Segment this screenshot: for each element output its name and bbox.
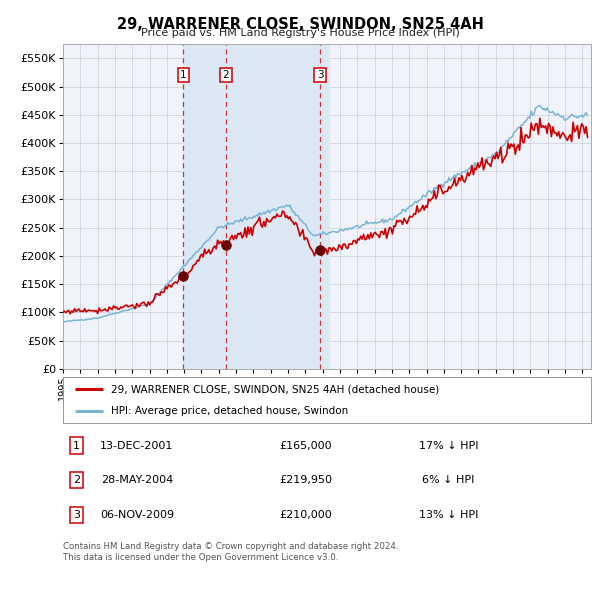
Text: Price paid vs. HM Land Registry's House Price Index (HPI): Price paid vs. HM Land Registry's House … xyxy=(140,28,460,38)
Bar xyxy=(184,44,329,369)
Text: 6% ↓ HPI: 6% ↓ HPI xyxy=(422,476,475,485)
Text: This data is licensed under the Open Government Licence v3.0.: This data is licensed under the Open Gov… xyxy=(63,553,338,562)
Text: Contains HM Land Registry data © Crown copyright and database right 2024.: Contains HM Land Registry data © Crown c… xyxy=(63,542,398,550)
Text: 06-NOV-2009: 06-NOV-2009 xyxy=(100,510,174,520)
Text: 2: 2 xyxy=(223,70,229,80)
Text: £219,950: £219,950 xyxy=(280,476,332,485)
Text: 17% ↓ HPI: 17% ↓ HPI xyxy=(419,441,478,451)
Text: 3: 3 xyxy=(317,70,323,80)
Text: 28-MAY-2004: 28-MAY-2004 xyxy=(101,476,173,485)
Text: 1: 1 xyxy=(73,441,80,451)
Text: 29, WARRENER CLOSE, SWINDON, SN25 4AH (detached house): 29, WARRENER CLOSE, SWINDON, SN25 4AH (d… xyxy=(110,385,439,395)
Text: HPI: Average price, detached house, Swindon: HPI: Average price, detached house, Swin… xyxy=(110,405,348,415)
Text: 3: 3 xyxy=(73,510,80,520)
Text: 13-DEC-2001: 13-DEC-2001 xyxy=(100,441,173,451)
Text: 1: 1 xyxy=(180,70,187,80)
Text: 13% ↓ HPI: 13% ↓ HPI xyxy=(419,510,478,520)
Text: £210,000: £210,000 xyxy=(280,510,332,520)
Text: 29, WARRENER CLOSE, SWINDON, SN25 4AH: 29, WARRENER CLOSE, SWINDON, SN25 4AH xyxy=(116,17,484,31)
Text: 2: 2 xyxy=(73,476,80,485)
Text: £165,000: £165,000 xyxy=(280,441,332,451)
